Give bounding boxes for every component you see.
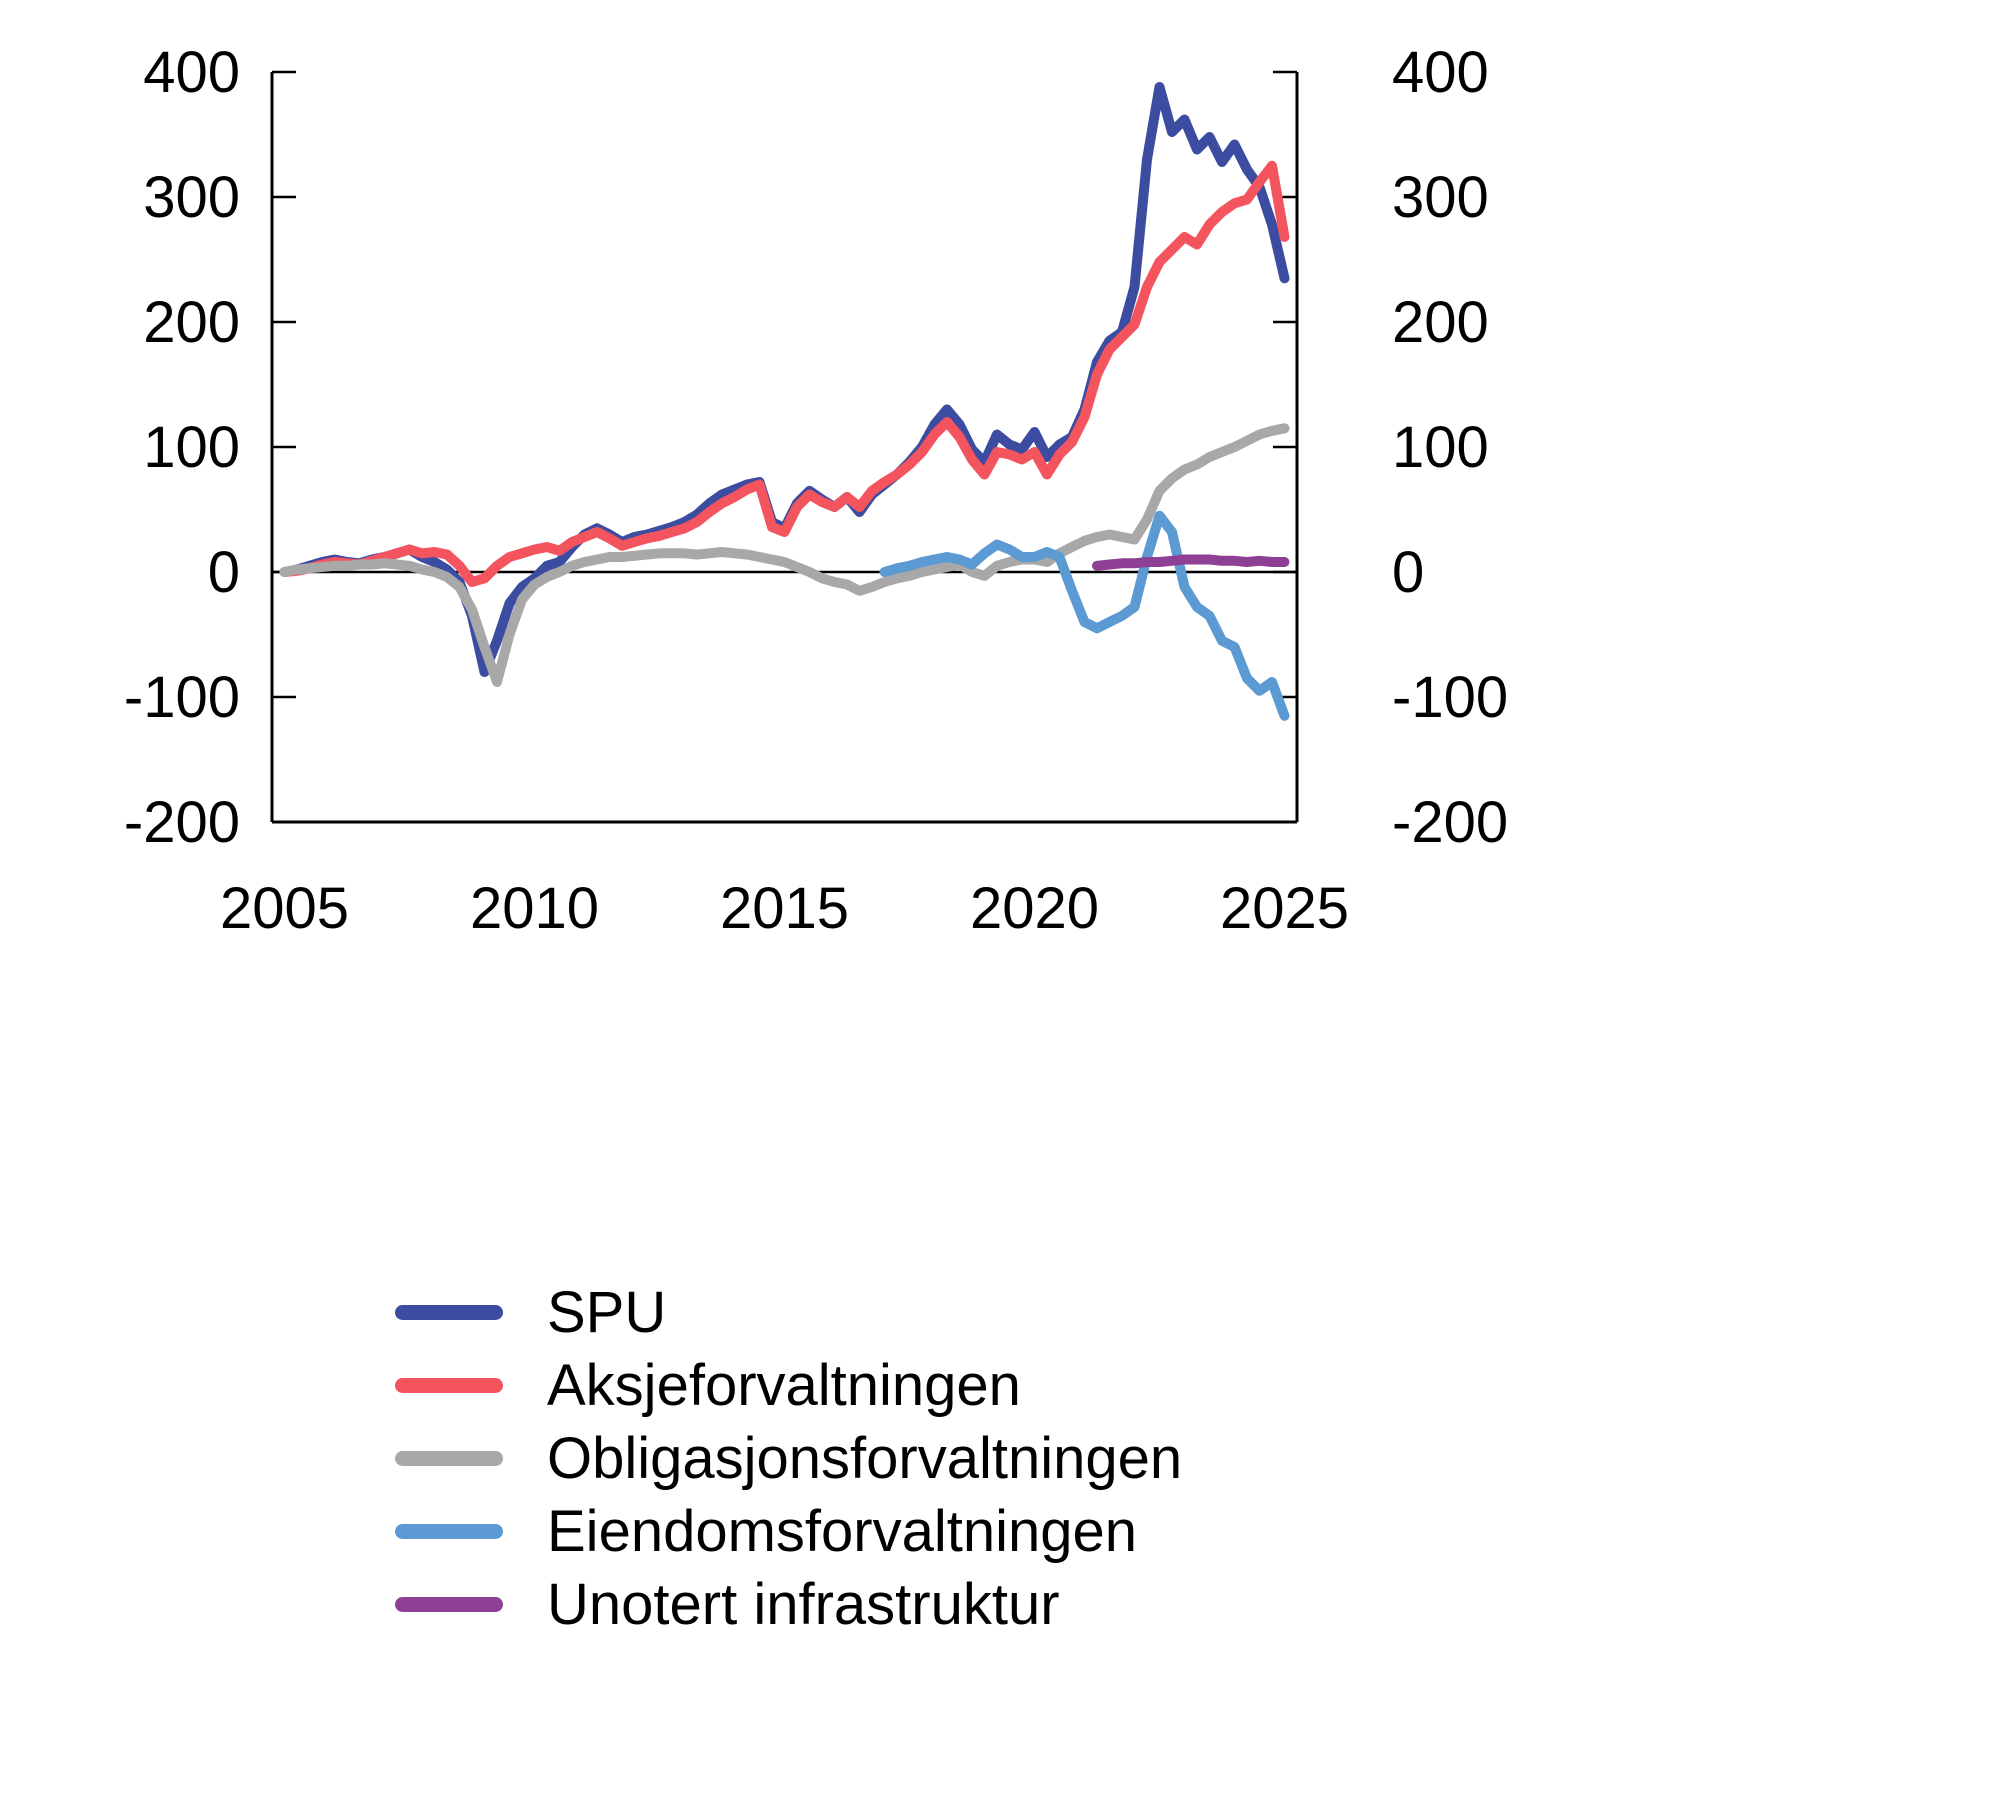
legend-label-obligasjonsforvaltningen: Obligasjonsforvaltningen xyxy=(547,1426,1183,1491)
y-tick-label-left: 400 xyxy=(143,40,240,105)
y-tick-label-right: 0 xyxy=(1392,540,1424,605)
y-tick-label-left: 0 xyxy=(208,540,240,605)
legend-label-unotert-infrastruktur: Unotert infrastruktur xyxy=(547,1572,1060,1637)
legend-swatch-obligasjonsforvaltningen xyxy=(395,1451,503,1466)
legend-item-aksjeforvaltningen: Aksjeforvaltningen xyxy=(395,1349,1182,1422)
legend-label-eiendomsforvaltningen: Eiendomsforvaltningen xyxy=(547,1499,1138,1564)
series-line-spu xyxy=(279,82,1290,677)
legend-swatch-aksjeforvaltningen xyxy=(395,1378,503,1393)
x-tick-label: 2025 xyxy=(1220,876,1349,941)
y-tick-label-right: 100 xyxy=(1392,415,1489,480)
legend-item-obligasjonsforvaltningen: Obligasjonsforvaltningen xyxy=(395,1422,1182,1495)
y-tick-label-right: 400 xyxy=(1392,40,1489,105)
x-tick-label: 2020 xyxy=(970,876,1099,941)
y-tick-label-right: 200 xyxy=(1392,290,1489,355)
series-line-aksjeforvaltningen xyxy=(279,160,1290,587)
y-tick-label-left: -200 xyxy=(124,790,240,855)
series-line-unotert-infrastruktur xyxy=(1092,554,1290,571)
y-tick-label-right: -200 xyxy=(1392,790,1508,855)
legend-swatch-spu xyxy=(395,1305,503,1320)
chart-legend: SPU Aksjeforvaltningen Obligasjonsforval… xyxy=(395,1276,1182,1641)
legend-item-unotert-infrastruktur: Unotert infrastruktur xyxy=(395,1568,1182,1641)
y-tick-label-right: 300 xyxy=(1392,165,1489,230)
y-tick-label-left: -100 xyxy=(124,665,240,730)
legend-item-spu: SPU xyxy=(395,1276,1182,1349)
legend-label-spu: SPU xyxy=(547,1280,667,1345)
series-line-eiendomsforvaltningen xyxy=(879,510,1290,721)
y-tick-label-left: 100 xyxy=(143,415,240,480)
y-tick-label-left: 200 xyxy=(143,290,240,355)
legend-label-aksjeforvaltningen: Aksjeforvaltningen xyxy=(547,1353,1021,1418)
legend-swatch-eiendomsforvaltningen xyxy=(395,1524,503,1539)
excess-return-line-chart: 400 400 300 300 200 200 100 100 0 0 -100 -100 -200 -2… xyxy=(124,40,1508,941)
x-tick-label: 2010 xyxy=(470,876,599,941)
y-tick-label-left: 300 xyxy=(143,165,240,230)
x-tick-label: 2015 xyxy=(720,876,849,941)
series-line-obligasjonsforvaltningen xyxy=(279,423,1290,687)
legend-swatch-unotert-infrastruktur xyxy=(395,1597,503,1612)
y-tick-label-right: -100 xyxy=(1392,665,1508,730)
legend-item-eiendomsforvaltningen: Eiendomsforvaltningen xyxy=(395,1495,1182,1568)
x-tick-label: 2005 xyxy=(220,876,349,941)
